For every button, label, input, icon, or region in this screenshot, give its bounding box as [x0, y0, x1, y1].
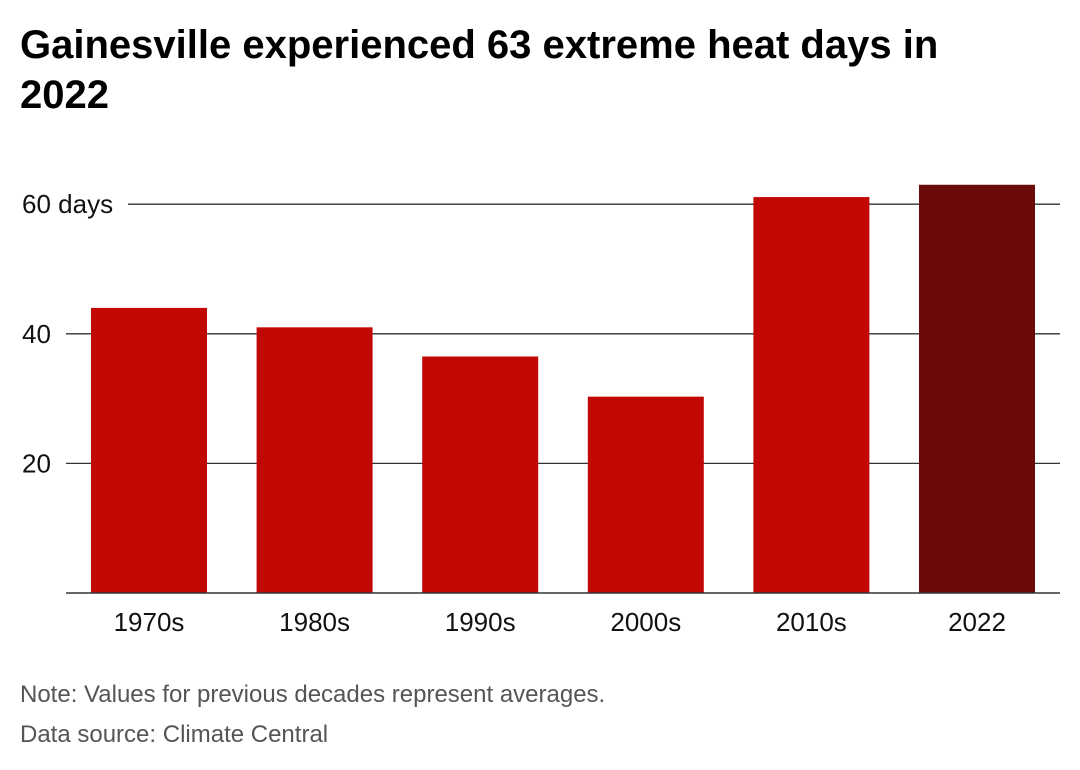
- gridlines: [66, 203, 1060, 465]
- y-tick-label: 20: [22, 448, 51, 478]
- bars: [91, 184, 1035, 593]
- x-tick-label: 2010s: [776, 607, 847, 637]
- bar-1980s: [256, 327, 373, 593]
- bar-2022: [919, 184, 1035, 593]
- y-tick-label: 60 days: [22, 189, 113, 219]
- bar-1970s: [91, 307, 207, 593]
- x-tick-label: 1990s: [445, 607, 516, 637]
- bar-chart: 20 40 60 days 1970s 1980s 1990s 2000s 2010s 202…: [22, 184, 1060, 637]
- x-tick-label: 2022: [948, 607, 1006, 637]
- bar-1990s: [422, 356, 539, 593]
- y-tick-labels: 20 40 60 days: [22, 189, 113, 478]
- chart-note: Note: Values for previous decades repres…: [20, 681, 606, 708]
- chart-title: Gainesville experienced 63 extreme heat …: [20, 23, 939, 117]
- x-tick-label: 1970s: [114, 607, 185, 637]
- x-tick-label: 2000s: [610, 607, 681, 637]
- bar-2010s: [753, 197, 870, 593]
- y-tick-label: 40: [22, 319, 51, 349]
- data-source: Data source: Climate Central: [20, 721, 329, 748]
- x-tick-labels: 1970s 1980s 1990s 2000s 2010s 2022: [114, 607, 1006, 637]
- x-tick-label: 1980s: [279, 607, 350, 637]
- bar-2000s: [587, 396, 704, 593]
